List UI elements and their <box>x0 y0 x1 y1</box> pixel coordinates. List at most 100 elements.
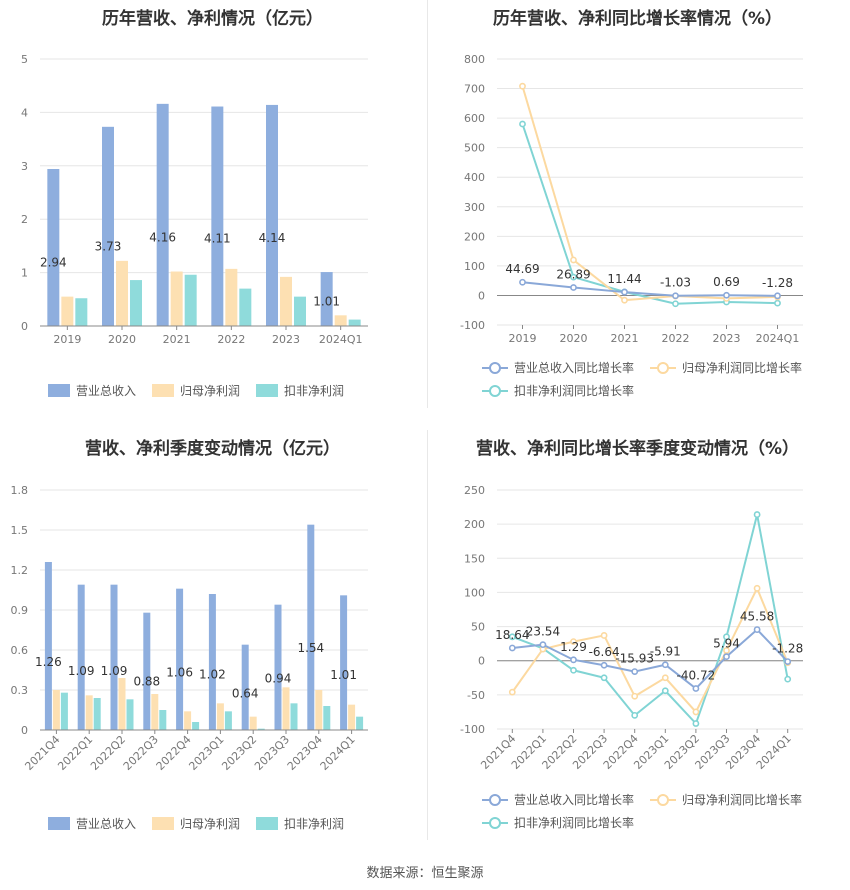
x-tick-label: 2024Q1 <box>756 332 800 345</box>
data-point <box>692 708 700 716</box>
bar <box>151 694 159 730</box>
y-tick-label: 800 <box>464 53 485 66</box>
data-point <box>570 638 577 645</box>
x-tick-label: 2022 <box>662 332 690 345</box>
bar <box>44 562 52 730</box>
data-label: 1.29 <box>560 640 587 654</box>
data-point <box>723 633 730 641</box>
x-tick-label: 2023 <box>272 333 300 346</box>
data-label: -40.72 <box>677 669 716 683</box>
bar <box>348 704 356 730</box>
data-label: 4.11 <box>204 232 231 246</box>
chart-title: 营收、净利同比增长率季度变动情况（%） <box>475 439 800 459</box>
bar <box>356 716 364 730</box>
bar <box>348 319 361 326</box>
series-line <box>521 85 778 302</box>
y-tick-label: 0.3 <box>11 684 29 697</box>
y-tick-label: 4 <box>21 106 28 119</box>
bar <box>216 703 224 730</box>
data-point <box>570 656 577 664</box>
bar <box>249 716 257 730</box>
data-point <box>753 584 761 592</box>
bar <box>116 260 128 326</box>
data-label: 3.73 <box>95 239 122 253</box>
data-label: 0.64 <box>232 687 259 701</box>
x-tick-label: 2022 <box>217 333 245 346</box>
x-tick-label: 2020 <box>560 332 588 345</box>
x-tick-label: 2023Q3 <box>252 733 292 773</box>
bar <box>118 678 126 730</box>
bar <box>315 690 323 730</box>
data-point <box>570 256 577 264</box>
x-tick-label: 2023Q1 <box>186 733 226 773</box>
x-tick-label: 2023Q2 <box>219 733 259 773</box>
data-label: 1.54 <box>297 641 324 655</box>
data-point <box>661 674 669 682</box>
y-tick-label: 1 <box>21 267 28 280</box>
legend-label: 扣非净利润 <box>284 384 344 398</box>
data-point <box>774 292 781 300</box>
bar <box>61 296 74 326</box>
bar <box>75 298 88 326</box>
bar <box>280 276 292 326</box>
data-label: 1.01 <box>330 668 357 682</box>
x-tick-label: 2024Q1 <box>318 733 358 773</box>
quarterly-revenue-profit-chart: 00.30.60.91.21.51.82021Q42022Q12022Q2202… <box>11 484 368 831</box>
legend-label: 归母净利润同比增长率 <box>682 792 802 807</box>
legend-marker <box>657 362 669 374</box>
chart-title: 营收、净利季度变动情况（亿元） <box>85 439 340 459</box>
x-tick-label: 2022Q1 <box>55 733 95 773</box>
bar <box>126 699 134 730</box>
bar <box>208 594 216 730</box>
data-label: 0.94 <box>265 671 292 685</box>
data-label: 0.69 <box>713 275 740 289</box>
bar <box>93 698 101 730</box>
legend-marker <box>489 362 501 374</box>
x-tick-label: 2021 <box>611 332 639 345</box>
bar <box>110 584 118 730</box>
data-label: 18.64 <box>495 628 529 642</box>
legend-marker <box>489 794 501 806</box>
y-tick-label: -100 <box>460 319 485 332</box>
legend-label: 归母净利润 <box>180 384 240 398</box>
chart-title: 历年营收、净利情况（亿元） <box>102 9 323 29</box>
data-point <box>570 666 577 674</box>
annual-growth-panel: 历年营收、净利同比增长率情况（%） -100 0 100 200 300 400 500 60… <box>425 0 850 410</box>
data-point <box>661 661 669 669</box>
y-tick-label: 1.5 <box>11 524 29 537</box>
legend-label: 营业总收入 <box>76 817 136 831</box>
bar <box>156 103 169 326</box>
y-tick-label: 1.8 <box>11 484 29 497</box>
y-tick-label: 3 <box>21 160 28 173</box>
x-tick-label: 2022Q4 <box>154 733 194 773</box>
bar <box>257 728 265 730</box>
y-tick-label: 150 <box>464 552 485 565</box>
data-point <box>508 644 516 652</box>
legend-marker <box>489 385 501 397</box>
data-label: 1.26 <box>35 655 62 669</box>
data-label: 4.16 <box>149 231 176 245</box>
legend-label: 扣非净利润同比增长率 <box>514 383 634 398</box>
data-label: 26.89 <box>556 267 590 281</box>
x-tick-label: 2022Q2 <box>88 733 128 773</box>
bar <box>102 126 114 327</box>
data-label: -6.64 <box>589 645 620 659</box>
chart-title: 历年营收、净利同比增长率情况（%） <box>492 9 783 29</box>
y-tick-label: 400 <box>464 171 485 184</box>
bar <box>224 711 232 730</box>
data-point <box>621 288 628 296</box>
data-label: 1.06 <box>166 665 193 679</box>
bar <box>159 710 167 730</box>
data-source-label: 数据来源：恒生聚源 <box>366 866 484 881</box>
y-tick-label: 50 <box>471 621 485 634</box>
y-tick-label: 0.6 <box>11 644 29 657</box>
data-point <box>539 641 547 649</box>
y-tick-label: 300 <box>464 201 485 214</box>
data-point <box>672 300 679 308</box>
y-tick-label: 2 <box>21 213 28 226</box>
legend-marker <box>489 817 501 829</box>
data-point <box>621 296 628 304</box>
data-point <box>753 626 761 633</box>
x-tick-label: 2020 <box>108 333 136 346</box>
legend-label: 归母净利润 <box>180 817 240 831</box>
